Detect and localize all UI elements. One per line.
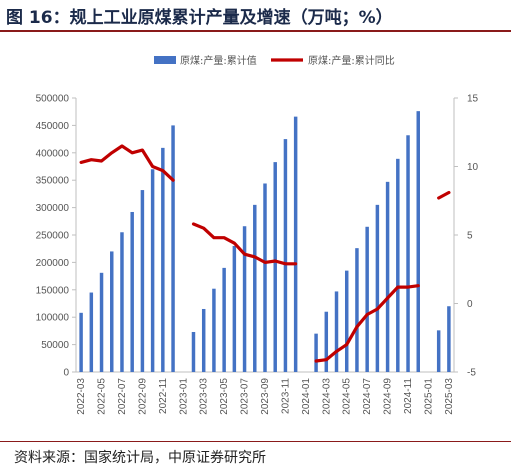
yoy-line-segment-3 — [314, 284, 420, 363]
bar-2023-06 — [232, 245, 237, 372]
x-tick-label: 2024-01 — [301, 378, 312, 415]
y-left-tick-label: 450000 — [36, 121, 70, 132]
bar-2022-12 — [171, 125, 175, 373]
x-tick-label: 2022-05 — [97, 378, 108, 415]
bar-2023-04 — [212, 288, 216, 372]
bar-2022-08 — [130, 211, 134, 372]
bar-2022-09 — [140, 190, 145, 372]
x-tick-label: 2022-03 — [76, 378, 87, 415]
bar-2023-10 — [273, 162, 277, 372]
source-note: 资料来源：国家统计局，中原证券研究所 — [14, 450, 266, 466]
y-left-tick-label: 50000 — [41, 340, 69, 351]
bar-2024-09 — [385, 181, 390, 372]
bar-2022-05 — [99, 272, 104, 372]
x-tick-label: 2023-01 — [178, 378, 189, 415]
y-right-tick-label: -5 — [467, 368, 476, 379]
x-tick-label: 2023-05 — [219, 378, 230, 415]
x-tick-label: 2024-05 — [342, 378, 353, 415]
bar-2023-09 — [263, 183, 267, 372]
bar-2024-06 — [355, 248, 359, 372]
y-left-tick-label: 150000 — [36, 285, 70, 296]
x-tick-label: 2023-11 — [280, 378, 291, 414]
bar-2024-04 — [334, 291, 339, 372]
x-tick-label: 2022-11 — [158, 378, 169, 414]
bar-2024-08 — [375, 204, 380, 372]
source-divider — [0, 441, 511, 442]
bar-2023-05 — [222, 267, 226, 372]
x-tick-label: 2023-07 — [240, 378, 251, 415]
y-right-tick-label: 0 — [467, 299, 473, 310]
x-tick-label: 2025-01 — [423, 378, 434, 415]
bar-2023-02 — [191, 331, 196, 372]
bar-2023-03 — [201, 308, 206, 372]
x-tick-label: 2023-09 — [260, 378, 271, 415]
y-left-tick-label: 250000 — [36, 231, 70, 242]
legend-bar-label: 原煤:产量:累计值 — [180, 54, 257, 67]
title-divider — [0, 30, 511, 32]
y-left-tick-label: 400000 — [36, 148, 70, 159]
bar-2022-07 — [120, 232, 124, 372]
y-left-tick-label: 500000 — [36, 94, 70, 105]
y-left-tick-label: 200000 — [36, 258, 70, 269]
bar-2024-11 — [406, 135, 410, 372]
x-tick-label: 2022-09 — [137, 378, 148, 415]
x-tick-label: 2024-03 — [321, 378, 332, 415]
y-left-tick-label: 300000 — [36, 203, 70, 214]
x-tick-label: 2024-07 — [362, 378, 373, 415]
y-right-tick-label: 10 — [467, 162, 479, 173]
bar-2023-07 — [242, 226, 247, 372]
bar-2024-07 — [365, 226, 369, 372]
legend-bar-swatch — [154, 56, 176, 64]
bar-2023-12 — [293, 116, 298, 373]
x-tick-label: 2025-03 — [444, 378, 455, 415]
yoy-line-segment-2 — [191, 222, 298, 266]
bar-2023-08 — [253, 204, 257, 372]
x-tick-label: 2023-03 — [199, 378, 210, 415]
y-right-tick-label: 5 — [467, 231, 473, 242]
bar-2024-05 — [344, 270, 349, 372]
y-left-tick-label: 350000 — [36, 176, 70, 187]
x-tick-label: 2022-07 — [117, 378, 128, 415]
page-title: 图 16：规上工业原煤累计产量及增速（万吨；%） — [6, 8, 393, 28]
bar-2022-10 — [150, 169, 155, 372]
bar-2022-11 — [161, 147, 165, 372]
bar-2025-03 — [447, 306, 451, 372]
bar-2024-03 — [324, 311, 329, 372]
bar-2023-11 — [283, 139, 288, 372]
y-left-tick-label: 100000 — [36, 313, 70, 324]
y-left-tick-label: 0 — [63, 368, 69, 379]
yoy-line-segment-1 — [79, 144, 175, 182]
x-tick-label: 2024-11 — [403, 378, 414, 414]
bar-2022-06 — [110, 251, 114, 372]
bar-2025-02 — [436, 330, 441, 372]
bar-2022-04 — [89, 292, 94, 372]
x-tick-label: 2024-09 — [383, 378, 394, 415]
yoy-line-segment-4 — [437, 190, 451, 200]
bar-2022-03 — [79, 312, 83, 372]
bar-2024-10 — [396, 158, 400, 372]
y-right-tick-label: 15 — [467, 94, 479, 105]
legend-line-label: 原煤:产量:累计同比 — [308, 54, 395, 67]
bar-2024-02 — [314, 333, 318, 372]
bar-2024-12 — [416, 111, 420, 372]
